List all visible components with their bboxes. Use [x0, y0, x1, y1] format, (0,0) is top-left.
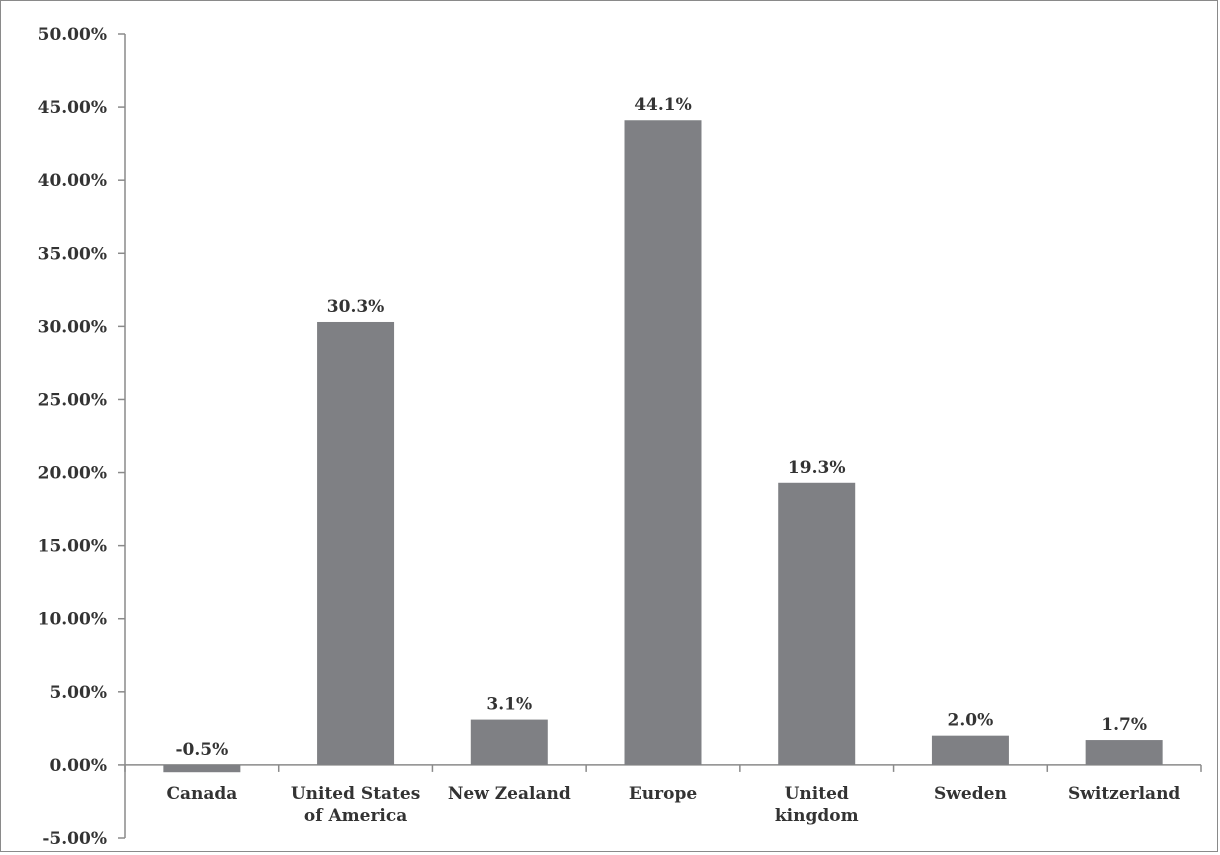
y-tick-label: 25.00%	[38, 390, 107, 410]
bar	[1085, 740, 1163, 765]
data-label: 30.3%	[327, 297, 385, 317]
y-tick-label: 15.00%	[38, 537, 107, 557]
data-label: -0.5%	[175, 740, 228, 760]
y-tick-label: 45.00%	[38, 98, 107, 118]
y-tick-label: 30.00%	[38, 317, 107, 337]
data-label: 2.0%	[948, 711, 994, 731]
bar	[317, 321, 395, 765]
x-tick-label: United kingdom	[775, 784, 859, 826]
y-tick-label: 0.00%	[49, 756, 107, 776]
data-label: 1.7%	[1101, 715, 1147, 735]
data-label: 44.1%	[634, 95, 692, 115]
x-tick-label: United States of America	[291, 784, 421, 826]
y-tick-label: 5.00%	[49, 683, 107, 703]
data-label: 19.3%	[788, 458, 846, 478]
x-tick-label: Sweden	[934, 784, 1007, 804]
y-tick-label: -5.00%	[42, 829, 107, 849]
y-tick-label: 40.00%	[38, 171, 107, 191]
bar	[931, 735, 1009, 765]
y-tick-label: 50.00%	[38, 25, 107, 45]
bar	[778, 482, 856, 765]
y-tick-label: 10.00%	[38, 610, 107, 630]
bar	[163, 764, 241, 773]
x-tick-label: Canada	[166, 784, 237, 804]
bar	[470, 719, 548, 765]
y-tick-label: 20.00%	[38, 464, 107, 484]
data-label: 3.1%	[486, 695, 532, 715]
bar	[624, 120, 702, 765]
x-tick-label: Europe	[629, 784, 697, 804]
y-tick-label: 35.00%	[38, 244, 107, 264]
x-tick-label: New Zealand	[448, 784, 571, 804]
x-tick-label: Switzerland	[1068, 784, 1180, 804]
